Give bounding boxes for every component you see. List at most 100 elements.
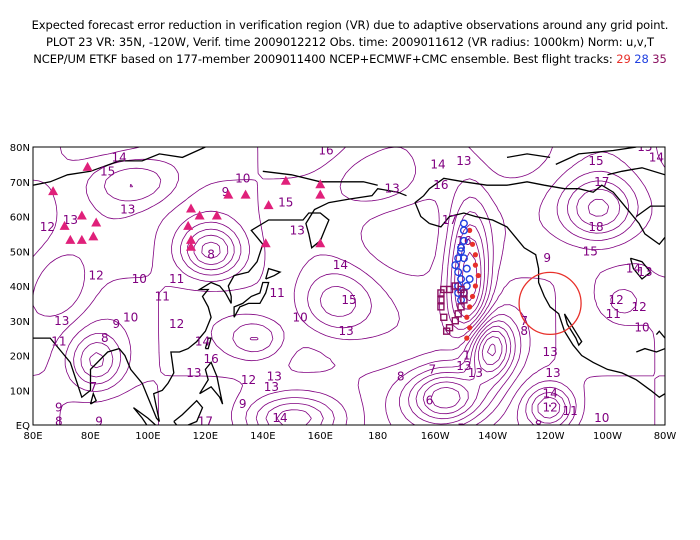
track-29-point <box>472 252 478 258</box>
contour-label: 9 <box>95 415 103 429</box>
track-29-point <box>467 325 473 331</box>
contour-label: 1 <box>463 349 471 363</box>
contour-label: 13 <box>384 182 399 196</box>
observation-triangle <box>88 231 99 241</box>
contour-label: 13 <box>456 154 471 168</box>
contour-label: 13 <box>264 380 279 394</box>
contour-label: 8 <box>207 248 215 262</box>
track-28-point <box>454 268 463 277</box>
track-35-point <box>451 317 459 325</box>
coastline <box>629 257 652 280</box>
track-35-point <box>460 289 468 297</box>
contour-label: 13 <box>649 130 664 144</box>
y-tick-label: 60N <box>10 213 30 224</box>
contour-label: 9 <box>55 401 63 415</box>
contour-label: 6 <box>426 394 434 408</box>
x-tick-label: 160W <box>421 431 450 442</box>
observation-triangle <box>223 189 234 199</box>
observation-triangle <box>315 238 326 248</box>
track-28-point <box>454 254 463 263</box>
observation-triangle <box>186 203 196 213</box>
track-28-point <box>451 261 460 270</box>
contour-label: 12 <box>609 293 624 307</box>
track-29-label: 29 <box>616 52 631 66</box>
x-tick-label: 100W <box>593 431 622 442</box>
contour-label: 9 <box>112 317 120 331</box>
track-35-point <box>454 310 462 318</box>
observation-triangle <box>260 238 271 248</box>
observation-triangle <box>315 179 326 189</box>
y-tick-label: 20N <box>10 352 30 363</box>
contour-label: 15 <box>341 293 356 307</box>
y-tick-label: 70N <box>10 178 30 189</box>
contour-label: 15 <box>588 154 603 168</box>
coastline <box>265 267 282 280</box>
contour-label: 15 <box>278 196 293 210</box>
coastline <box>414 177 665 246</box>
track-29-point <box>464 335 470 341</box>
y-tick-label: 80N <box>10 143 30 154</box>
observation-triangle <box>183 220 194 230</box>
contour-label: 10 <box>235 171 250 185</box>
track-28-point <box>459 254 468 263</box>
track-29-point <box>469 241 476 247</box>
coastline <box>555 147 637 165</box>
observation-triangle <box>315 189 326 199</box>
contour-label: 11 <box>563 404 578 418</box>
observation-triangle <box>76 210 87 220</box>
contour-label: 17 <box>318 130 333 144</box>
contour-label: 13 <box>545 366 560 380</box>
contour-label: 12 <box>169 317 184 331</box>
contour-label: 9 <box>222 185 230 199</box>
contour-label: 16 <box>203 352 218 366</box>
contour-label: 9 <box>239 397 247 411</box>
observation-triangle <box>82 161 93 171</box>
x-tick-label: 180 <box>368 431 387 442</box>
track-28-point <box>465 275 474 284</box>
contour-label: 14 <box>542 387 557 401</box>
observation-triangle <box>194 210 205 220</box>
contour-label: 16 <box>433 178 448 192</box>
track-28-point <box>459 219 468 228</box>
observation-triangle <box>65 234 76 244</box>
observation-triangle <box>263 200 274 210</box>
contour-label: 14 <box>195 335 210 349</box>
track-35-point <box>457 303 465 311</box>
contour-label: 10 <box>123 310 138 324</box>
contour-label: 13 <box>637 265 652 279</box>
track-29-point <box>475 272 481 279</box>
contour-label: 10 <box>132 272 147 286</box>
track-29-point <box>469 293 476 300</box>
contour-label: 14 <box>333 258 348 272</box>
flight-tracks <box>437 219 481 341</box>
coastline <box>655 330 665 339</box>
contour-label: 13 <box>290 223 305 237</box>
y-tick-label: EQ <box>16 421 30 432</box>
track-29-point <box>467 304 473 310</box>
plot-frame <box>32 146 666 426</box>
observation-triangle <box>186 234 196 244</box>
contour-label: 18 <box>588 220 603 234</box>
observation-triangle <box>186 241 196 251</box>
coastline <box>563 313 583 347</box>
contour-label: 13 <box>542 345 557 359</box>
track-28-point <box>459 236 468 245</box>
coastline <box>233 281 270 318</box>
coastline <box>199 361 224 405</box>
contour-label: 15 <box>583 244 598 258</box>
verification-region-circle <box>518 271 582 336</box>
y-tick-label: 10N <box>10 386 30 397</box>
contour-label: 14 <box>626 262 641 276</box>
track-35-label: 35 <box>652 52 667 66</box>
track-28-label: 28 <box>634 52 649 66</box>
y-tick-label: 50N <box>10 247 30 258</box>
coastline <box>89 391 98 405</box>
contour-label: 14 <box>649 150 664 164</box>
contour-label: 11 <box>270 286 285 300</box>
map-title-line-3: NCEP/UM ETKF based on 177-member 2009011… <box>0 52 700 66</box>
coastline <box>204 337 212 350</box>
coastline <box>607 167 665 176</box>
coastline <box>173 399 204 425</box>
x-tick-label: 100E <box>135 431 160 442</box>
